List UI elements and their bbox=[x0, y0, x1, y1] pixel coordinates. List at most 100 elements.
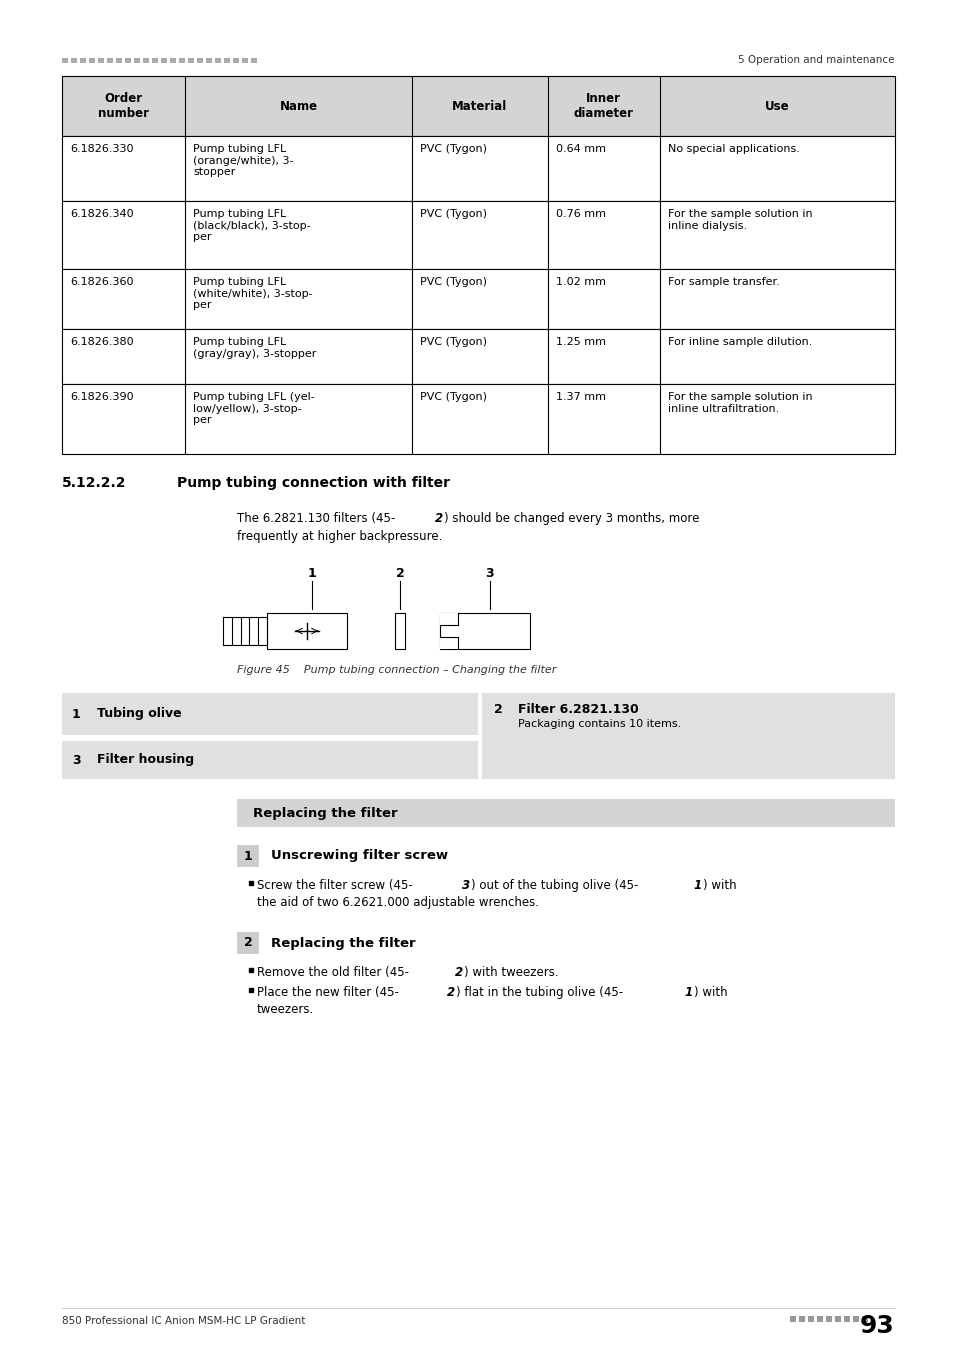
Bar bbox=[236, 845, 258, 867]
Text: ) flat in the tubing olive (45-: ) flat in the tubing olive (45- bbox=[456, 986, 622, 999]
Text: Filter housing: Filter housing bbox=[97, 753, 193, 767]
Bar bbox=[62, 58, 68, 63]
Text: 6.1826.340: 6.1826.340 bbox=[70, 209, 133, 219]
Bar bbox=[439, 637, 457, 649]
Text: 3: 3 bbox=[71, 753, 81, 767]
Bar bbox=[799, 1316, 804, 1322]
Text: 1.25 mm: 1.25 mm bbox=[555, 338, 605, 347]
Text: 5 Operation and maintenance: 5 Operation and maintenance bbox=[738, 55, 894, 65]
Bar bbox=[62, 383, 894, 454]
Text: 2: 2 bbox=[243, 937, 253, 949]
Text: 93: 93 bbox=[860, 1314, 894, 1338]
Bar bbox=[267, 613, 347, 649]
Bar bbox=[236, 799, 894, 828]
Bar bbox=[439, 613, 457, 625]
Text: Pump tubing LFL
(orange/white), 3-
stopper: Pump tubing LFL (orange/white), 3- stopp… bbox=[193, 144, 294, 177]
Text: Remove the old filter (45-: Remove the old filter (45- bbox=[256, 967, 409, 979]
Text: 1: 1 bbox=[243, 849, 253, 863]
Text: Unscrewing filter screw: Unscrewing filter screw bbox=[271, 849, 448, 863]
Bar bbox=[242, 58, 248, 63]
Text: Screw the filter screw (45-: Screw the filter screw (45- bbox=[256, 879, 413, 892]
Text: 1: 1 bbox=[71, 707, 81, 721]
Text: Name: Name bbox=[279, 100, 317, 112]
Text: ) with: ) with bbox=[693, 986, 727, 999]
Text: Material: Material bbox=[452, 100, 507, 112]
Text: PVC (Tygon): PVC (Tygon) bbox=[419, 338, 486, 347]
Text: 1.02 mm: 1.02 mm bbox=[555, 277, 605, 288]
Text: Replacing the filter: Replacing the filter bbox=[271, 937, 416, 949]
Bar bbox=[196, 58, 203, 63]
Text: PVC (Tygon): PVC (Tygon) bbox=[419, 144, 486, 154]
Text: tweezers.: tweezers. bbox=[256, 1003, 314, 1017]
Bar bbox=[206, 58, 212, 63]
Text: No special applications.: No special applications. bbox=[667, 144, 800, 154]
Text: 1: 1 bbox=[684, 986, 693, 999]
Bar bbox=[214, 58, 221, 63]
Bar bbox=[116, 58, 122, 63]
Text: 6.1826.330: 6.1826.330 bbox=[70, 144, 133, 154]
Bar bbox=[395, 613, 405, 649]
Text: PVC (Tygon): PVC (Tygon) bbox=[419, 392, 486, 402]
Text: 2: 2 bbox=[435, 512, 442, 525]
Text: PVC (Tygon): PVC (Tygon) bbox=[419, 277, 486, 288]
Bar bbox=[89, 58, 95, 63]
Bar bbox=[62, 76, 894, 136]
Text: the aid of two 6.2621.000 adjustable wrenches.: the aid of two 6.2621.000 adjustable wre… bbox=[256, 896, 538, 909]
Bar bbox=[125, 58, 131, 63]
Bar bbox=[825, 1316, 831, 1322]
Text: 6.1826.390: 6.1826.390 bbox=[70, 392, 133, 402]
Text: Packaging contains 10 items.: Packaging contains 10 items. bbox=[518, 720, 681, 729]
Bar bbox=[62, 136, 894, 201]
Bar bbox=[862, 1316, 867, 1322]
Text: Place the new filter (45-: Place the new filter (45- bbox=[256, 986, 398, 999]
Bar bbox=[852, 1316, 858, 1322]
Text: 2: 2 bbox=[447, 986, 455, 999]
Bar bbox=[188, 58, 193, 63]
Bar bbox=[834, 1316, 841, 1322]
Text: Replacing the filter: Replacing the filter bbox=[253, 806, 397, 819]
Text: For the sample solution in
inline dialysis.: For the sample solution in inline dialys… bbox=[667, 209, 812, 231]
Text: 2: 2 bbox=[455, 967, 462, 979]
Bar bbox=[236, 931, 258, 954]
Text: ) should be changed every 3 months, more: ) should be changed every 3 months, more bbox=[443, 512, 699, 525]
Bar bbox=[62, 329, 894, 383]
Text: 850 Professional IC Anion MSM-HC LP Gradient: 850 Professional IC Anion MSM-HC LP Grad… bbox=[62, 1316, 305, 1326]
Bar bbox=[107, 58, 112, 63]
Text: Pump tubing LFL
(black/black), 3-stop-
per: Pump tubing LFL (black/black), 3-stop- p… bbox=[193, 209, 311, 242]
Text: Inner
diameter: Inner diameter bbox=[574, 92, 633, 120]
Bar bbox=[62, 741, 478, 779]
Text: 6.1826.360: 6.1826.360 bbox=[70, 277, 133, 288]
Bar bbox=[62, 201, 894, 269]
Text: 0.76 mm: 0.76 mm bbox=[555, 209, 605, 219]
Text: Filter 6.2821.130: Filter 6.2821.130 bbox=[518, 703, 639, 716]
Text: For sample transfer.: For sample transfer. bbox=[667, 277, 779, 288]
Text: Use: Use bbox=[764, 100, 789, 112]
Text: ) out of the tubing olive (45-: ) out of the tubing olive (45- bbox=[471, 879, 638, 892]
Bar bbox=[62, 693, 478, 734]
Text: Tubing olive: Tubing olive bbox=[97, 707, 181, 721]
Text: 2: 2 bbox=[395, 567, 404, 580]
Text: For inline sample dilution.: For inline sample dilution. bbox=[667, 338, 812, 347]
Text: Pump tubing LFL
(gray/gray), 3-stopper: Pump tubing LFL (gray/gray), 3-stopper bbox=[193, 338, 316, 359]
Text: Pump tubing LFL
(white/white), 3-stop-
per: Pump tubing LFL (white/white), 3-stop- p… bbox=[193, 277, 313, 310]
Text: 0.64 mm: 0.64 mm bbox=[555, 144, 605, 154]
Bar bbox=[133, 58, 140, 63]
Bar bbox=[807, 1316, 813, 1322]
Text: 1.37 mm: 1.37 mm bbox=[555, 392, 605, 402]
Text: 2: 2 bbox=[494, 703, 503, 716]
Text: Order
number: Order number bbox=[98, 92, 149, 120]
Bar bbox=[71, 58, 77, 63]
Text: 3: 3 bbox=[485, 567, 494, 580]
Bar bbox=[251, 58, 256, 63]
Bar bbox=[482, 693, 894, 779]
Bar bbox=[233, 58, 239, 63]
Text: 6.1826.380: 6.1826.380 bbox=[70, 338, 133, 347]
Text: 5.12.2.2: 5.12.2.2 bbox=[62, 477, 127, 490]
Text: Pump tubing connection with filter: Pump tubing connection with filter bbox=[177, 477, 450, 490]
Text: ) with tweezers.: ) with tweezers. bbox=[463, 967, 558, 979]
Bar bbox=[224, 58, 230, 63]
Bar bbox=[170, 58, 175, 63]
Text: PVC (Tygon): PVC (Tygon) bbox=[419, 209, 486, 219]
Text: Pump tubing LFL (yel-
low/yellow), 3-stop-
per: Pump tubing LFL (yel- low/yellow), 3-sto… bbox=[193, 392, 314, 425]
Bar bbox=[62, 269, 894, 329]
